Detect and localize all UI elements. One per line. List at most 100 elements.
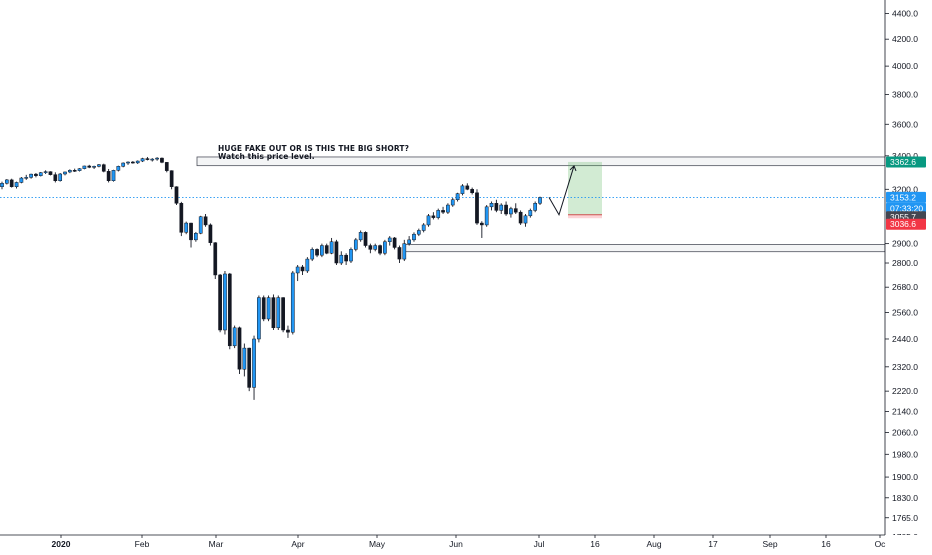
x-tick-label: Feb [135,539,150,549]
candle [465,185,470,190]
candle [383,241,387,254]
candle [504,204,508,215]
candle [324,245,329,254]
candle [295,266,300,274]
candle [460,185,465,194]
y-tick-label: 1900.0 [892,472,918,482]
projection-arrowhead [569,165,577,172]
candle [378,245,382,254]
candle [19,177,24,183]
candle [213,242,218,276]
candle [179,203,184,233]
price-label-bg [886,202,926,214]
candle [164,162,169,171]
x-tick-label: 2020 [52,539,71,549]
candle [402,243,407,260]
y-tick-label: 2060.0 [892,427,918,437]
zone-support [404,244,886,253]
candle [106,171,111,181]
y-tick-label: 2560.0 [892,307,918,317]
candle [126,161,130,164]
candle [68,170,72,173]
candle [160,157,164,163]
candle [9,179,14,187]
candle [489,203,494,208]
y-tick-label: 4000.0 [892,61,918,71]
candle [227,273,232,347]
y-tick-label: 2220.0 [892,386,918,396]
x-axis-panel [0,535,932,550]
candle [237,327,242,370]
x-tick-label: Sep [762,539,777,549]
y-tick-label: 4400.0 [892,9,918,19]
candle [111,170,116,181]
candle [518,211,523,224]
price-label: 07:33:20 [890,203,923,213]
x-tick-label: Jul [534,539,545,549]
y-tick-label: 1765.0 [892,513,918,523]
candle [116,166,121,171]
candle [276,297,281,329]
x-tick-label: Mar [209,539,224,549]
candle [150,158,155,161]
candle [82,165,87,169]
candle [232,327,237,347]
candle [373,245,378,250]
candle [145,158,150,160]
candle [528,210,533,217]
candle [135,160,140,164]
y-tick-label: 3200.0 [892,184,918,194]
candle [315,249,319,256]
candle [38,172,43,176]
candle [538,197,542,204]
y-tick-label: 2140.0 [892,406,918,416]
candle [310,249,315,260]
candle [184,222,189,233]
candle [29,173,33,178]
candle [53,174,58,181]
candle [523,215,528,224]
candle [261,297,266,320]
annotation-line-1: HUGE FAKE OUT OR IS THIS THE BIG SHORT? [218,144,410,153]
x-tick-label: Oc [875,539,887,549]
candle [87,165,92,168]
y-tick-label: 4200.0 [892,34,918,44]
candle [290,272,295,333]
candle [392,237,397,248]
y-tick-label: 2800.0 [892,258,918,268]
y-axis-panel [885,0,932,550]
candle [358,232,363,241]
candle [121,162,126,167]
candle [58,173,63,181]
candle [247,347,252,388]
annotation-line-2: Watch this price level. [218,152,315,161]
x-tick-label: Apr [291,539,304,549]
y-tick-label: 2320.0 [892,362,918,372]
candle [426,215,431,226]
candle [455,193,460,200]
candle [77,168,82,171]
candle [14,182,19,187]
projection-path [548,165,575,217]
candle [169,170,174,187]
candle [34,173,38,176]
y-tick-label: 2680.0 [892,282,918,292]
candle [533,203,538,211]
x-tick-label: 16 [590,539,600,549]
candle [334,241,339,264]
candle [266,297,271,320]
candle [431,215,436,218]
target-zone [568,161,602,215]
candle [475,192,479,224]
y-tick-label: 1830.0 [892,493,918,503]
price-label-bg [886,191,926,203]
candle [286,329,290,333]
candle [407,239,411,244]
chart-annotation: HUGE FAKE OUT OR IS THIS THE BIG SHORT? … [218,145,409,161]
overlay-layer [548,165,577,217]
zones-layer [0,156,886,253]
candle [4,179,9,184]
